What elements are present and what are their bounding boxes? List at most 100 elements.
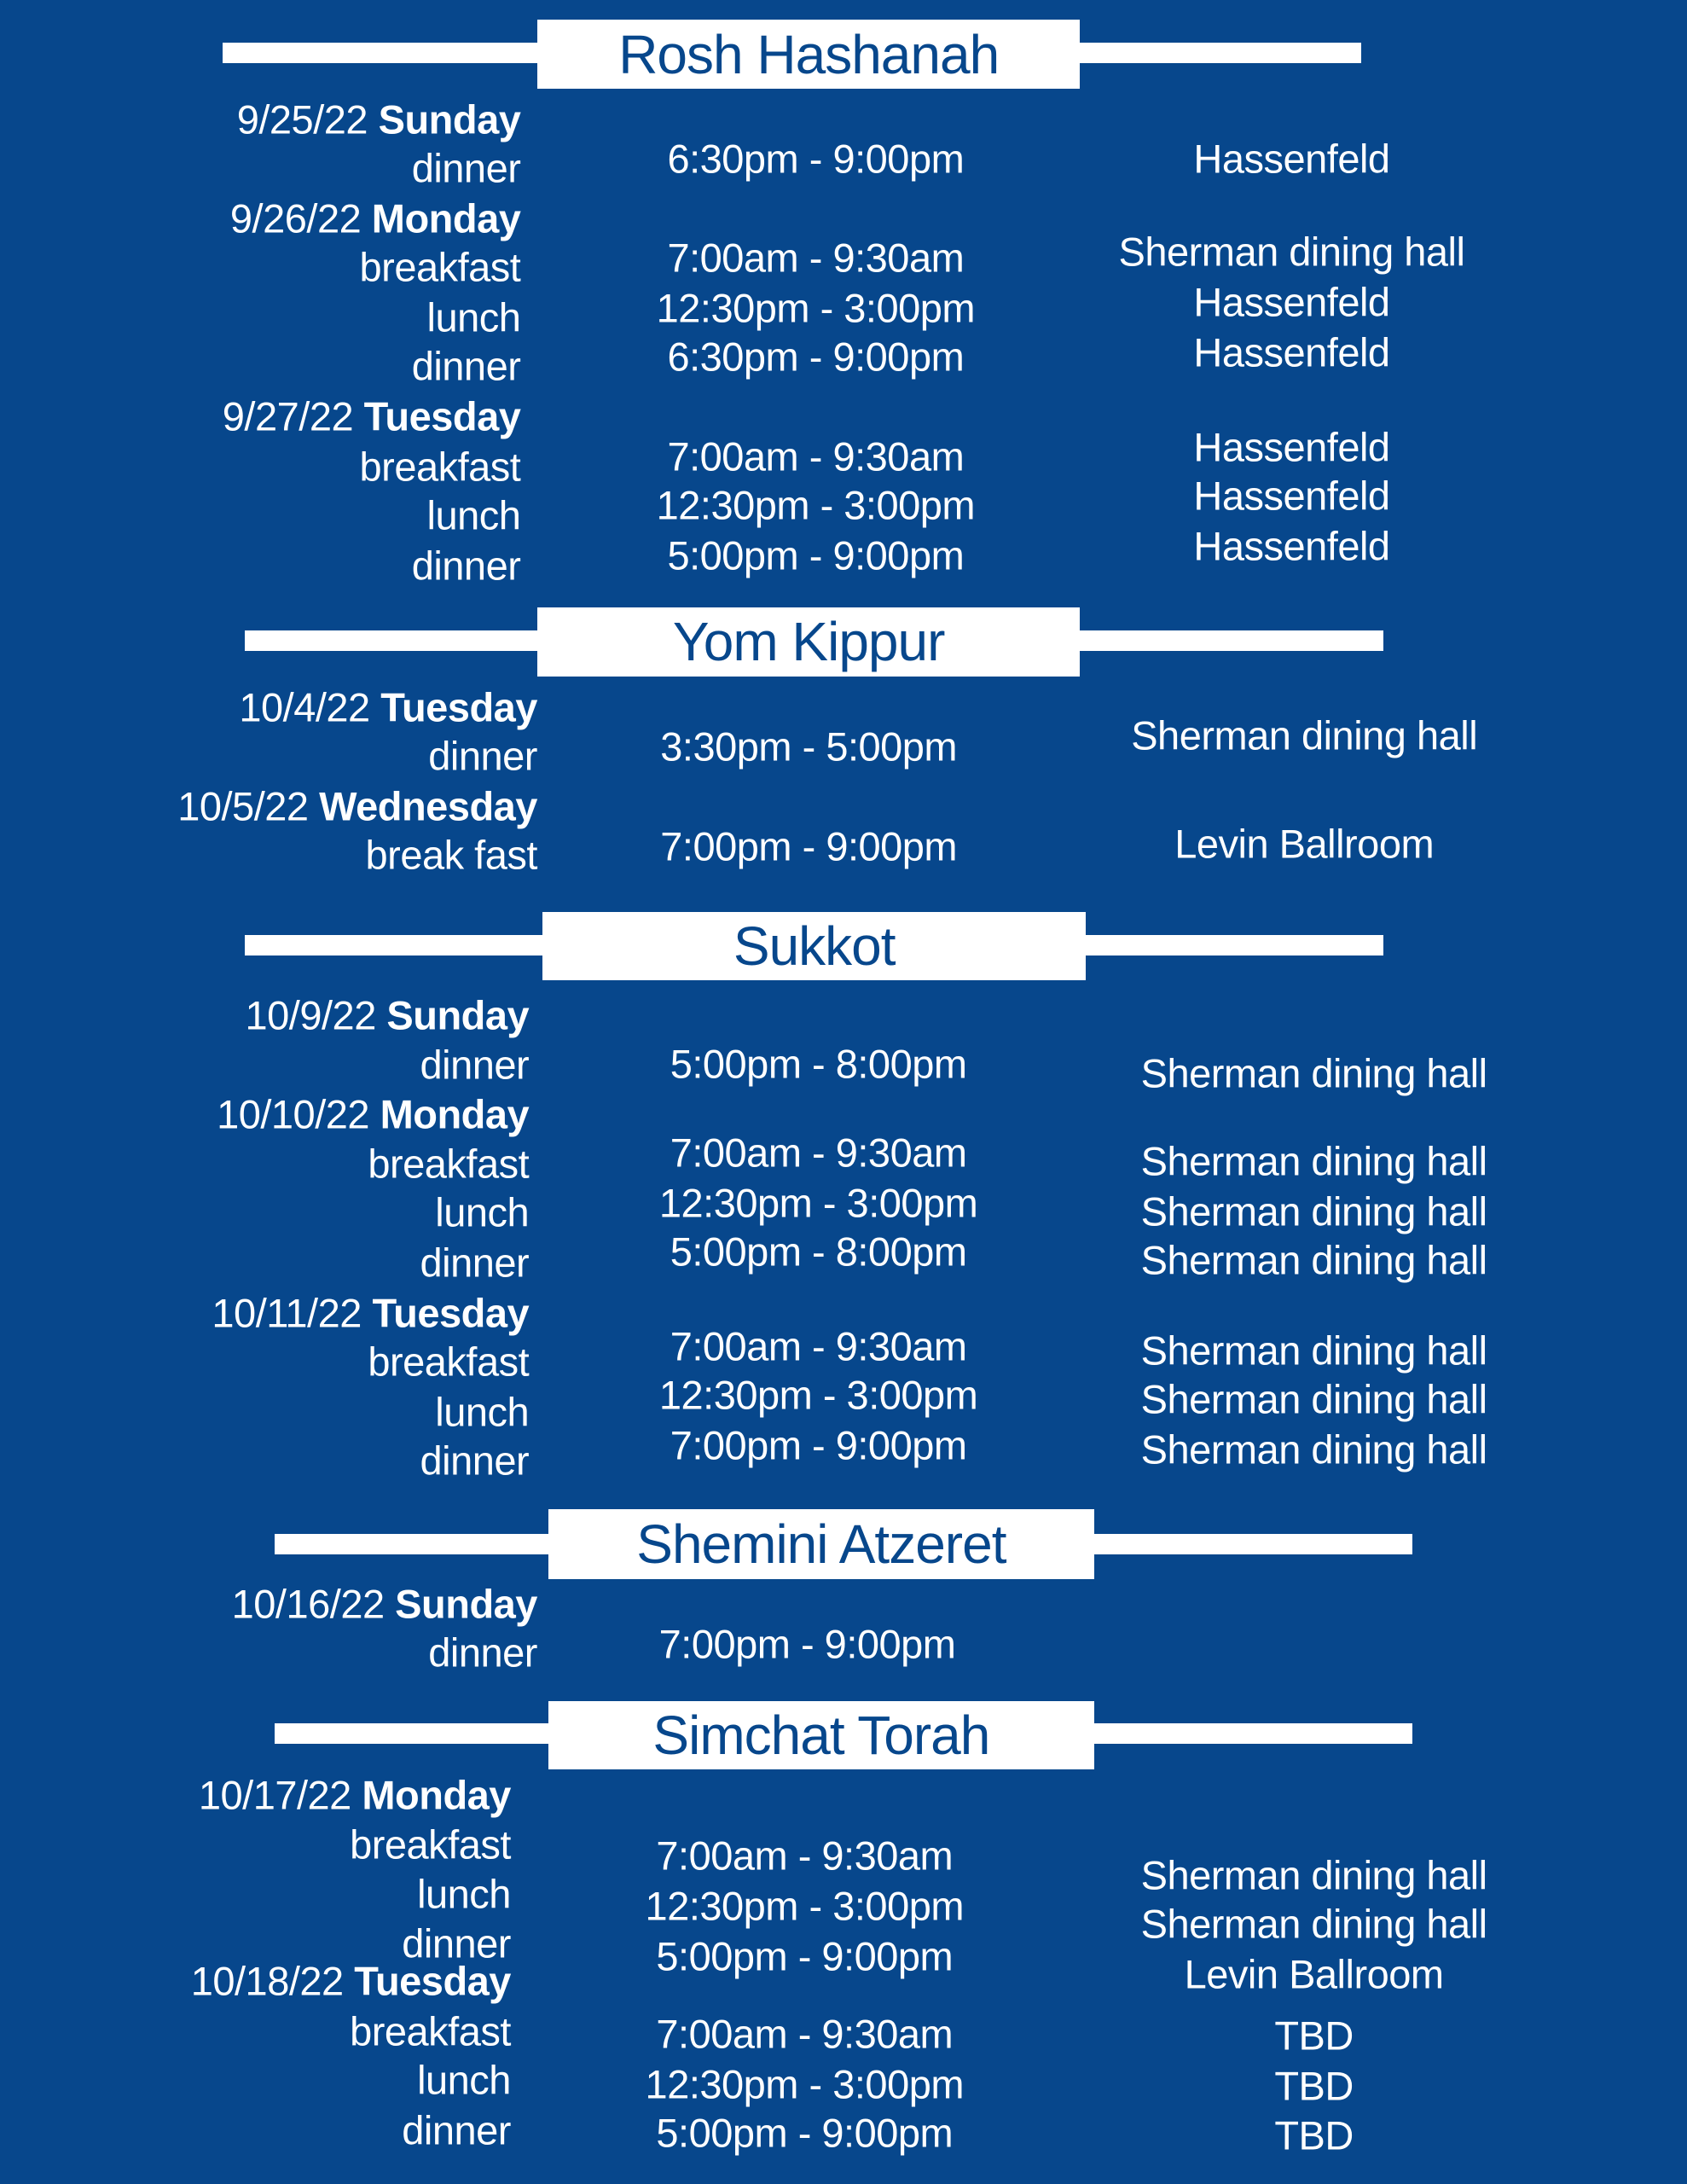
location: Levin Ballroom	[1184, 1951, 1444, 1997]
time-range: 7:00pm - 9:00pm	[660, 823, 958, 869]
date-label: 10/9/22	[245, 992, 377, 1038]
time-range: 7:00pm - 9:00pm	[670, 1422, 967, 1468]
day-label: Tuesday	[380, 684, 537, 730]
location: Hassenfeld	[1193, 523, 1390, 569]
location: Sherman dining hall	[1140, 1188, 1487, 1234]
day-label: Tuesday	[354, 1958, 511, 2004]
location: Sherman dining hall	[1140, 1426, 1487, 1472]
date-label: 10/16/22	[231, 1581, 385, 1627]
time-range: 6:30pm - 9:00pm	[667, 334, 965, 380]
time-range: 12:30pm - 3:00pm	[645, 2061, 965, 2107]
date-row: 10/4/22 Tuesday	[239, 688, 537, 728]
location: Sherman dining hall	[1118, 229, 1465, 275]
meal-label: dinner	[420, 1240, 530, 1286]
location: Sherman dining hall	[1140, 1327, 1487, 1374]
meal-label: break fast	[365, 832, 538, 878]
section-title: Rosh Hashanah	[536, 19, 1081, 90]
date-label: 9/27/22	[222, 393, 354, 439]
time-range: 12:30pm - 3:00pm	[645, 1883, 965, 1929]
date-row: 9/27/22 Tuesday	[223, 396, 521, 436]
date-row: 9/26/22 Monday	[229, 195, 521, 241]
date-label: 10/5/22	[177, 783, 309, 829]
location: Sherman dining hall	[1140, 1050, 1487, 1096]
meal-label: breakfast	[359, 444, 521, 490]
location: TBD	[1274, 2112, 1354, 2158]
time-range: 7:00am - 9:30am	[667, 433, 965, 479]
time-range: 7:00am - 9:30am	[670, 1130, 967, 1176]
location: Sherman dining hall	[1140, 1138, 1487, 1184]
location: Hassenfeld	[1193, 136, 1390, 182]
location: TBD	[1274, 2013, 1354, 2059]
meal-label: lunch	[417, 2057, 511, 2103]
meal-label: lunch	[426, 492, 521, 538]
time-range: 7:00am - 9:30am	[656, 1833, 954, 1879]
time-range: 7:00am - 9:30am	[670, 1323, 967, 1369]
time-range: 3:30pm - 5:00pm	[660, 723, 958, 770]
day-label: Monday	[380, 1091, 530, 1137]
time-range: 7:00am - 9:30am	[656, 2011, 954, 2057]
location: Hassenfeld	[1193, 329, 1390, 375]
location: Sherman dining hall	[1140, 1901, 1487, 1947]
meal-label: breakfast	[350, 2008, 511, 2054]
section-title: Yom Kippur	[536, 607, 1081, 677]
location: Hassenfeld	[1193, 424, 1390, 470]
time-range: 12:30pm - 3:00pm	[656, 482, 976, 528]
day-label: Sunday	[378, 96, 521, 142]
time-range: 5:00pm - 8:00pm	[670, 1041, 967, 1087]
meal-label: lunch	[417, 1871, 511, 1917]
day-label: Wednesday	[319, 783, 537, 829]
day-label: Tuesday	[363, 393, 521, 439]
meal-label: dinner	[411, 543, 521, 589]
day-label: Tuesday	[372, 1290, 530, 1336]
day-label: Monday	[362, 1772, 511, 1818]
meal-label: breakfast	[368, 1339, 530, 1385]
date-label: 10/10/22	[217, 1091, 370, 1137]
time-range: 12:30pm - 3:00pm	[658, 1180, 978, 1226]
location: Hassenfeld	[1193, 279, 1390, 325]
time-range: 12:30pm - 3:00pm	[656, 285, 976, 331]
date-label: 10/17/22	[198, 1772, 351, 1818]
meal-label: dinner	[402, 1920, 511, 1966]
date-label: 9/26/22	[229, 195, 362, 241]
meal-label: dinner	[411, 145, 521, 191]
date-row: 10/17/22 Monday	[198, 1772, 512, 1818]
meal-label: dinner	[420, 1042, 530, 1088]
date-row: 10/10/22 Monday	[217, 1091, 530, 1137]
location: Levin Ballroom	[1174, 821, 1435, 867]
date-row: 9/25/22 Sunday	[237, 100, 521, 140]
meal-label: dinner	[420, 1438, 530, 1484]
date-row: 10/18/22 Tuesday	[190, 1958, 512, 2004]
date-row: 10/9/22 Sunday	[246, 995, 530, 1035]
meal-label: breakfast	[350, 1821, 511, 1867]
location: Sherman dining hall	[1140, 1852, 1487, 1898]
location: Sherman dining hall	[1140, 1237, 1487, 1283]
time-range: 5:00pm - 9:00pm	[656, 1933, 954, 1979]
time-range: 5:00pm - 8:00pm	[670, 1228, 967, 1275]
meal-label: dinner	[428, 733, 537, 779]
date-row: 10/11/22 Tuesday	[212, 1292, 529, 1333]
day-label: Sunday	[386, 992, 530, 1038]
location: TBD	[1274, 2063, 1354, 2109]
date-label: 10/18/22	[190, 1958, 344, 2004]
time-range: 7:00am - 9:30am	[667, 235, 965, 281]
day-label: Monday	[371, 195, 521, 241]
meal-label: breakfast	[359, 244, 521, 290]
location: Sherman dining hall	[1131, 712, 1478, 758]
date-row: 10/16/22 Sunday	[231, 1581, 538, 1627]
location: Sherman dining hall	[1140, 1376, 1487, 1422]
day-label: Sunday	[395, 1581, 537, 1627]
meal-label: lunch	[435, 1189, 530, 1235]
section-title: Shemini Atzeret	[548, 1509, 1094, 1579]
meal-label: dinner	[411, 343, 521, 389]
date-label: 10/4/22	[239, 684, 370, 730]
location: Hassenfeld	[1193, 473, 1390, 519]
date-row: 10/5/22 Wednesday	[177, 786, 537, 826]
meal-label: dinner	[402, 2107, 511, 2153]
meal-label: lunch	[426, 294, 521, 340]
time-range: 5:00pm - 9:00pm	[656, 2110, 954, 2156]
time-range: 12:30pm - 3:00pm	[658, 1372, 978, 1418]
date-label: 9/25/22	[236, 96, 368, 142]
section-title: Simchat Torah	[548, 1701, 1094, 1770]
date-label: 10/11/22	[212, 1290, 362, 1336]
